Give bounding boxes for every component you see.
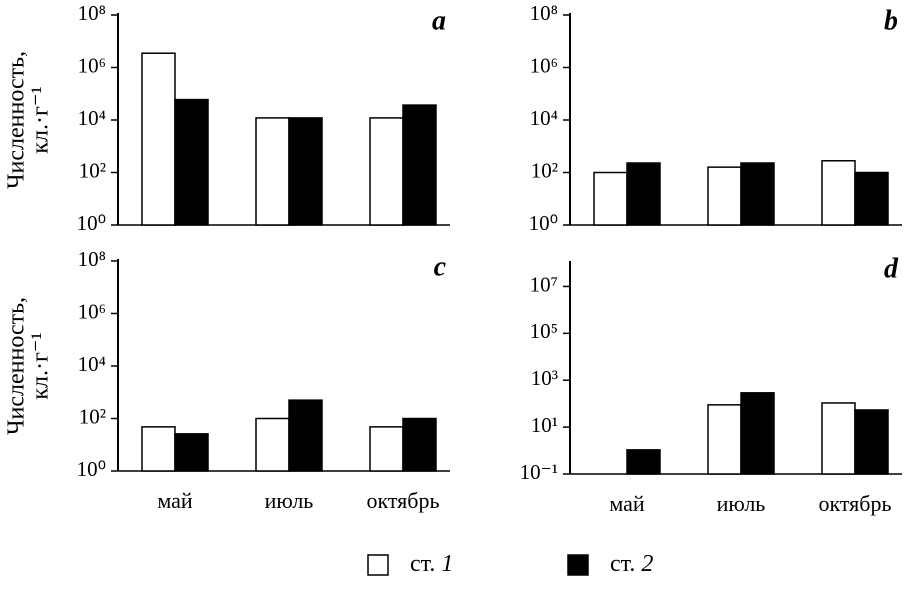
y-tick-label: 10² xyxy=(79,404,106,428)
bar xyxy=(288,117,323,226)
bar xyxy=(626,449,661,475)
y-tick-label: 10⁶ xyxy=(530,53,558,77)
x-tick-label: июль xyxy=(265,488,314,513)
legend-label: ст. 2 xyxy=(610,551,653,577)
bar xyxy=(255,117,290,226)
bar xyxy=(821,160,856,226)
bar xyxy=(740,162,775,226)
x-tick-label: июль xyxy=(717,491,766,516)
y-axis-label: кл.·г⁻¹ xyxy=(28,86,54,153)
bar xyxy=(369,117,404,226)
bar xyxy=(854,409,889,475)
panel: 10⁰ 10² 10⁴ 10⁶ 10⁸ Численность,кл.·г⁻¹ c май ию… xyxy=(4,247,450,513)
bar xyxy=(821,402,856,475)
bar xyxy=(402,417,437,472)
panel: 10⁻¹ 10¹ 10³ 10⁵ 10⁷ d май июль октябрь xyxy=(520,253,902,516)
y-tick-label: 10² xyxy=(531,158,558,182)
bar xyxy=(255,417,290,472)
y-tick-label: 10⁴ xyxy=(78,106,106,130)
bar xyxy=(740,392,775,475)
y-tick-label: 10⁰ xyxy=(77,211,106,235)
y-tick-label: 10⁷ xyxy=(530,272,558,296)
x-tick-label: май xyxy=(157,488,193,513)
legend-swatch xyxy=(367,554,389,576)
y-tick-label: 10⁸ xyxy=(530,1,558,25)
bar xyxy=(369,426,404,472)
y-tick-label: 10⁴ xyxy=(530,106,558,130)
panel-label: b xyxy=(884,5,898,36)
y-tick-label: 10³ xyxy=(531,366,558,390)
bar xyxy=(402,104,437,226)
y-tick-label: 10⁰ xyxy=(529,211,558,235)
panel-label: d xyxy=(884,253,899,284)
y-tick-label: 10¹ xyxy=(531,413,558,437)
panel: 10⁰ 10² 10⁴ 10⁶ 10⁸ b xyxy=(529,1,902,235)
y-tick-label: 10² xyxy=(79,158,106,182)
y-tick-label: 10⁵ xyxy=(530,319,558,343)
y-tick-label: 10⁻¹ xyxy=(520,460,558,484)
bar xyxy=(707,166,742,226)
y-tick-label: 10⁸ xyxy=(78,1,106,25)
y-tick-label: 10⁶ xyxy=(78,53,106,77)
bar xyxy=(854,171,889,226)
x-tick-label: май xyxy=(609,491,645,516)
legend-swatch xyxy=(567,554,589,576)
y-axis-label: Численность, xyxy=(4,297,30,435)
x-tick-label: октябрь xyxy=(818,491,891,516)
legend-label: ст. 1 xyxy=(410,551,453,577)
bar xyxy=(141,426,176,472)
bar xyxy=(174,433,209,472)
y-axis-label: Численность, xyxy=(4,51,30,189)
panel-label: c xyxy=(434,251,447,282)
bar xyxy=(626,162,661,226)
bar xyxy=(288,399,323,472)
y-tick-label: 10⁶ xyxy=(78,299,106,323)
bar xyxy=(141,52,176,226)
panel-label: a xyxy=(432,5,446,36)
y-tick-label: 10⁸ xyxy=(78,247,106,271)
y-tick-label: 10⁰ xyxy=(77,457,106,481)
x-tick-label: октябрь xyxy=(366,488,439,513)
bar xyxy=(707,404,742,475)
y-axis-label: кл.·г⁻¹ xyxy=(28,332,54,399)
bar xyxy=(593,171,628,226)
bar xyxy=(174,98,209,226)
panel: 10⁰ 10² 10⁴ 10⁶ 10⁸ Численность,кл.·г⁻¹ a xyxy=(4,1,450,235)
y-tick-label: 10⁴ xyxy=(78,352,106,376)
